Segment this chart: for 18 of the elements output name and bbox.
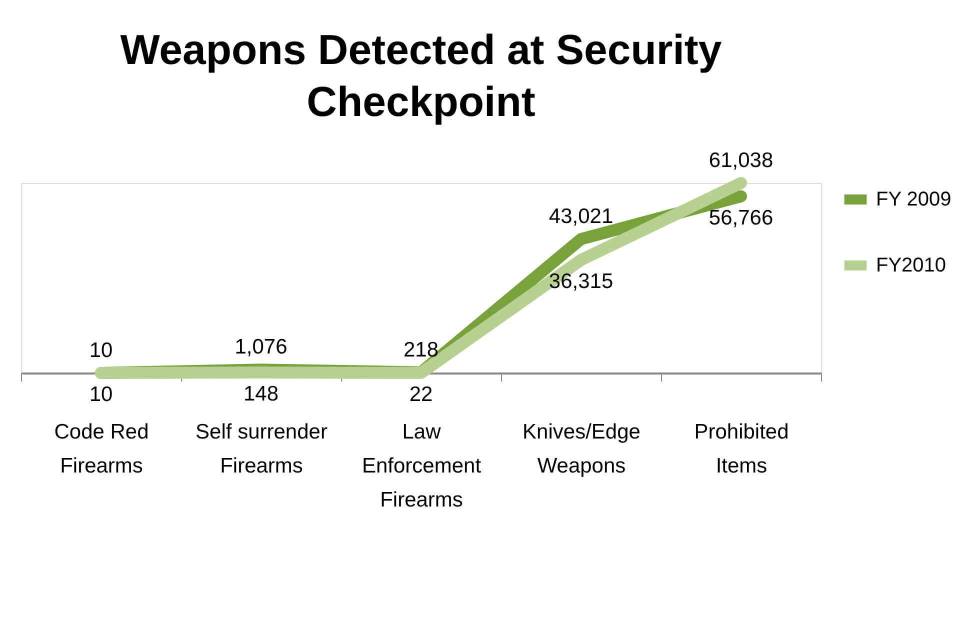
data-label: 22	[409, 382, 433, 406]
x-tick-label: Prohibited Items	[694, 420, 789, 478]
data-label: 36,315	[548, 270, 614, 293]
legend-label: FY2010	[876, 254, 946, 276]
data-label: 10	[89, 382, 113, 406]
data-label: 10	[89, 338, 113, 362]
data-label: 218	[403, 338, 439, 362]
x-tick-label: Code Red Firearms	[54, 420, 149, 478]
x-tick-label: Self surrender Firearms	[196, 420, 328, 478]
data-label: 56,766	[708, 206, 774, 230]
data-label: 148	[243, 382, 279, 406]
data-label: 61,038	[708, 149, 774, 172]
data-label: 1,076	[234, 336, 288, 359]
data-label: 43,021	[548, 205, 614, 228]
chart-title: Weapons Detected at Security Checkpoint	[120, 26, 722, 125]
legend-label: FY 2009	[876, 188, 952, 210]
x-tick-label: Law Enforcement Firearms	[362, 420, 482, 512]
x-tick-label: Knives/Edge Weapons	[522, 420, 640, 478]
